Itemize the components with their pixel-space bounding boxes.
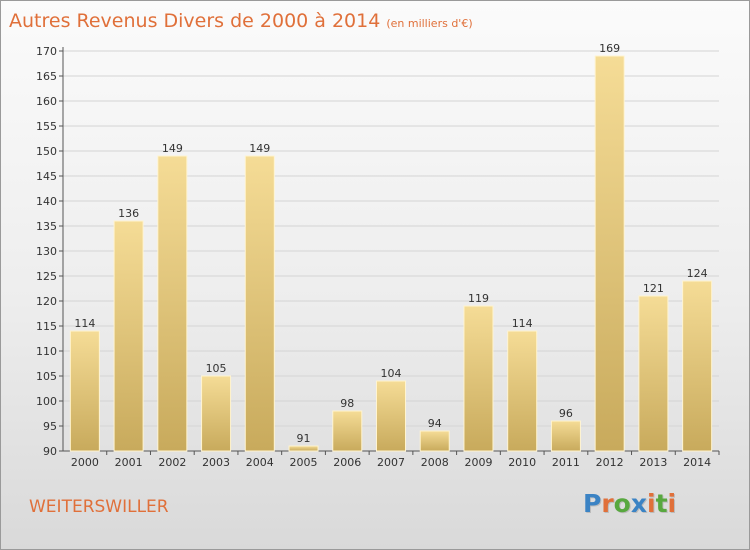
bar xyxy=(376,380,406,452)
bar xyxy=(550,420,581,452)
bar xyxy=(419,430,450,452)
x-tick-label: 2000 xyxy=(71,456,99,469)
y-tick-label: 115 xyxy=(36,320,57,333)
data-label: 114 xyxy=(74,317,95,330)
x-tick-label: 2006 xyxy=(333,456,361,469)
y-tick-label: 160 xyxy=(36,95,57,108)
place-name: WEITERSWILLER xyxy=(29,497,169,517)
y-tick-label: 145 xyxy=(36,170,57,183)
data-label: 98 xyxy=(340,397,354,410)
bar xyxy=(201,375,232,452)
x-tick-label: 2014 xyxy=(683,456,711,469)
y-tick-label: 150 xyxy=(36,145,57,158)
y-tick-label: 100 xyxy=(36,395,57,408)
x-tick-label: 2013 xyxy=(639,456,667,469)
bar xyxy=(594,55,625,452)
y-tick-label: 165 xyxy=(36,70,57,83)
bar xyxy=(463,305,494,452)
y-tick-label: 130 xyxy=(36,245,57,258)
x-tick-label: 2011 xyxy=(552,456,580,469)
x-tick-label: 2009 xyxy=(464,456,492,469)
x-tick-label: 2004 xyxy=(246,456,274,469)
x-tick-label: 2005 xyxy=(290,456,318,469)
x-tick-label: 2001 xyxy=(115,456,143,469)
bar xyxy=(69,330,100,452)
x-tick-labels: 2000 2001 2002 2003 2004 2005 2006 2007 2008 2009… xyxy=(71,451,720,469)
bar xyxy=(507,330,538,452)
bar xyxy=(638,295,669,452)
x-tick-label: 2002 xyxy=(158,456,186,469)
logo-letter: P xyxy=(583,489,602,518)
bars xyxy=(69,55,713,452)
y-tick-label: 170 xyxy=(36,45,57,58)
data-label: 94 xyxy=(428,417,442,430)
bar xyxy=(244,155,275,452)
y-tick-label: 135 xyxy=(36,220,57,233)
bar xyxy=(288,445,319,452)
data-label: 149 xyxy=(249,142,270,155)
y-tick-label: 140 xyxy=(36,195,57,208)
bar xyxy=(113,220,144,452)
data-label: 149 xyxy=(162,142,183,155)
data-label: 124 xyxy=(687,267,708,280)
x-tick-label: 2010 xyxy=(508,456,536,469)
data-label: 114 xyxy=(512,317,533,330)
y-tick-labels: 90 95 100 105 110 115 120 125 130 135 140 145 150 155… xyxy=(36,45,57,458)
data-labels: 114 136 149 105 149 91 98 104 94 119 114 96 169 121 12… xyxy=(74,42,707,445)
proxiti-logo: Proxiti xyxy=(583,489,676,518)
logo-letter: i xyxy=(647,489,656,518)
data-label: 91 xyxy=(297,432,311,445)
logo-letter: i xyxy=(667,489,677,518)
x-tick-label: 2003 xyxy=(202,456,230,469)
data-label: 121 xyxy=(643,282,664,295)
logo-letter: x xyxy=(630,489,647,518)
data-label: 136 xyxy=(118,207,139,220)
data-label: 96 xyxy=(559,407,573,420)
y-tick-label: 120 xyxy=(36,295,57,308)
y-tick-label: 90 xyxy=(43,445,57,458)
data-label: 105 xyxy=(206,362,227,375)
chart-title-text: Autres Revenus Divers de 2000 à 2014 xyxy=(9,10,381,32)
logo-letter: o xyxy=(613,489,631,518)
bar xyxy=(157,155,188,452)
x-tick-label: 2007 xyxy=(377,456,405,469)
x-tick-label: 2012 xyxy=(596,456,624,469)
y-tick-label: 125 xyxy=(36,270,57,283)
chart-title: Autres Revenus Divers de 2000 à 2014 (en … xyxy=(9,10,473,32)
y-tick-label: 155 xyxy=(36,120,57,133)
chart-unit: (en milliers d'€) xyxy=(386,17,473,30)
bar xyxy=(682,280,713,452)
data-label: 104 xyxy=(381,367,402,380)
data-label: 119 xyxy=(468,292,489,305)
y-tick-label: 110 xyxy=(36,345,57,358)
logo-letter: t xyxy=(655,489,668,518)
bar xyxy=(332,410,363,452)
y-tick-label: 95 xyxy=(43,420,57,433)
y-tick-label: 105 xyxy=(36,370,57,383)
logo-letter: r xyxy=(601,489,614,518)
x-tick-label: 2008 xyxy=(421,456,449,469)
data-label: 169 xyxy=(599,42,620,55)
